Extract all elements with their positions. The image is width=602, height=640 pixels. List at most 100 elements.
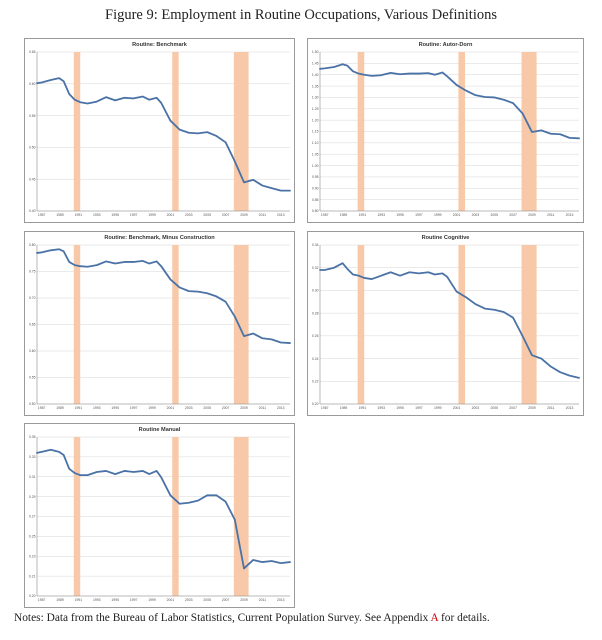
x-tick-label: 2001 <box>167 598 175 602</box>
recession-band <box>233 437 249 596</box>
x-tick-label: 2009 <box>240 213 248 217</box>
x-tick-label: 1997 <box>415 406 423 410</box>
y-tick-label: 0.31 <box>29 475 36 479</box>
y-tick-label: 1.00 <box>312 164 319 168</box>
recession-band <box>172 245 179 404</box>
x-tick-label: 2011 <box>259 213 266 217</box>
y-tick-label: 0.45 <box>29 177 36 181</box>
x-tick-label: 1993 <box>377 406 385 410</box>
recession-band <box>521 52 537 211</box>
y-tick-label: 0.55 <box>29 376 36 380</box>
x-tick-label: 1995 <box>111 213 119 217</box>
y-tick-label: 0.80 <box>312 209 319 213</box>
y-tick-label: 0.55 <box>29 114 36 118</box>
x-tick-label: 2007 <box>509 406 517 410</box>
y-tick-label: 1.35 <box>312 84 319 88</box>
y-tick-label: 0.50 <box>29 146 36 150</box>
recession-band <box>233 245 249 404</box>
y-tick-label: 0.80 <box>29 243 36 247</box>
x-tick-label: 1999 <box>148 406 156 410</box>
series-line <box>36 448 291 570</box>
y-tick-label: 0.20 <box>312 402 319 406</box>
x-tick-label: 2009 <box>528 213 536 217</box>
chart-panel-routine-benchmark-minus-construction: Routine: Benchmark, Minus Construction 0.… <box>24 231 295 416</box>
chart-title: Routine: Benchmark, Minus Construction <box>104 235 215 241</box>
y-tick-label: 0.60 <box>29 349 36 353</box>
x-tick-label: 1995 <box>111 406 119 410</box>
x-tick-label: 1991 <box>75 598 83 602</box>
x-tick-label: 1987 <box>321 406 329 410</box>
x-tick-label: 1999 <box>148 598 156 602</box>
x-tick-label: 2001 <box>167 406 175 410</box>
y-tick-label: 0.70 <box>29 296 36 300</box>
y-tick-label: 0.23 <box>29 554 36 558</box>
figure-notes: Notes: Data from the Bureau of Labor Sta… <box>14 612 594 624</box>
recession-band <box>172 437 179 596</box>
x-tick-label: 2001 <box>453 213 461 217</box>
x-tick-label: 2013 <box>566 213 574 217</box>
x-tick-label: 1999 <box>434 213 442 217</box>
y-tick-label: 1.50 <box>312 50 319 54</box>
x-tick-label: 2007 <box>509 213 517 217</box>
chart-svg: Routine: Benchmark 0.65 0.60 0.55 0.50 0.45 0.… <box>29 42 291 217</box>
y-tick-label: 0.40 <box>29 209 36 213</box>
x-tick-label: 2011 <box>547 213 554 217</box>
chart-svg: Routine Cognitive 0.34 0.32 0.30 0.28 0.26 0.2… <box>312 235 580 410</box>
y-tick-label: 0.65 <box>29 50 36 54</box>
recession-band <box>458 52 466 211</box>
y-tick-label: 0.30 <box>312 289 319 293</box>
chart-panel-routine-cognitive: Routine Cognitive 0.34 0.32 0.30 0.28 0.26 0.2… <box>307 231 584 416</box>
chart-svg: Routine: Autor-Dorn 1.50 1.45 1.40 1.35 1.30 1… <box>312 42 580 217</box>
y-tick-label: 0.90 <box>312 186 319 190</box>
chart-title: Routine: Benchmark <box>132 42 188 48</box>
x-tick-label: 2009 <box>240 598 248 602</box>
x-tick-label: 2003 <box>472 213 480 217</box>
recession-band <box>357 52 365 211</box>
recession-band <box>458 245 466 404</box>
x-tick-label: 1995 <box>396 213 404 217</box>
x-tick-label: 1999 <box>434 406 442 410</box>
x-tick-label: 1995 <box>111 598 119 602</box>
y-tick-label: 0.24 <box>312 357 319 361</box>
x-tick-label: 1987 <box>321 213 329 217</box>
chart-svg: Routine: Benchmark, Minus Construction 0.… <box>29 235 291 410</box>
chart-title: Routine: Autor-Dorn <box>419 42 473 48</box>
x-tick-label: 2005 <box>203 213 211 217</box>
x-tick-label: 1989 <box>56 406 64 410</box>
y-tick-label: 0.34 <box>312 243 319 247</box>
recession-band <box>357 245 365 404</box>
x-tick-label: 2003 <box>185 213 193 217</box>
x-tick-label: 2005 <box>203 406 211 410</box>
x-tick-label: 2013 <box>277 213 285 217</box>
chart-panel-routine-benchmark: Routine: Benchmark 0.65 0.60 0.55 0.50 0.45 0.… <box>24 38 295 223</box>
x-tick-label: 2011 <box>259 598 266 602</box>
recession-band <box>172 52 179 211</box>
chart-panel-routine-autor-dorn: Routine: Autor-Dorn 1.50 1.45 1.40 1.35 1.30 1… <box>307 38 584 223</box>
x-tick-label: 2005 <box>490 406 498 410</box>
y-tick-label: 0.75 <box>29 270 36 274</box>
y-tick-label: 1.45 <box>312 62 319 66</box>
y-tick-label: 0.33 <box>29 455 36 459</box>
recession-band <box>73 52 81 211</box>
x-tick-label: 2003 <box>472 406 480 410</box>
x-tick-label: 2001 <box>167 213 175 217</box>
y-tick-label: 1.30 <box>312 96 319 100</box>
y-tick-label: 1.40 <box>312 73 319 77</box>
x-tick-label: 1997 <box>130 598 138 602</box>
appendix-reference-link[interactable]: A <box>430 612 439 624</box>
chart-title: Routine Manual <box>139 427 181 433</box>
x-tick-label: 1999 <box>148 213 156 217</box>
x-tick-label: 1997 <box>130 406 138 410</box>
figure-title: Figure 9: Employment in Routine Occupati… <box>105 7 497 23</box>
x-tick-label: 2005 <box>203 598 211 602</box>
y-tick-label: 0.27 <box>29 515 36 519</box>
x-tick-label: 2009 <box>240 406 248 410</box>
y-tick-label: 1.15 <box>312 130 319 134</box>
x-tick-label: 1993 <box>377 213 385 217</box>
x-tick-label: 1987 <box>38 598 46 602</box>
x-tick-label: 1989 <box>56 598 64 602</box>
notes-text-end: for details. <box>438 612 490 624</box>
x-tick-label: 1995 <box>396 406 404 410</box>
series-line <box>36 248 291 344</box>
y-tick-label: 0.95 <box>312 175 319 179</box>
